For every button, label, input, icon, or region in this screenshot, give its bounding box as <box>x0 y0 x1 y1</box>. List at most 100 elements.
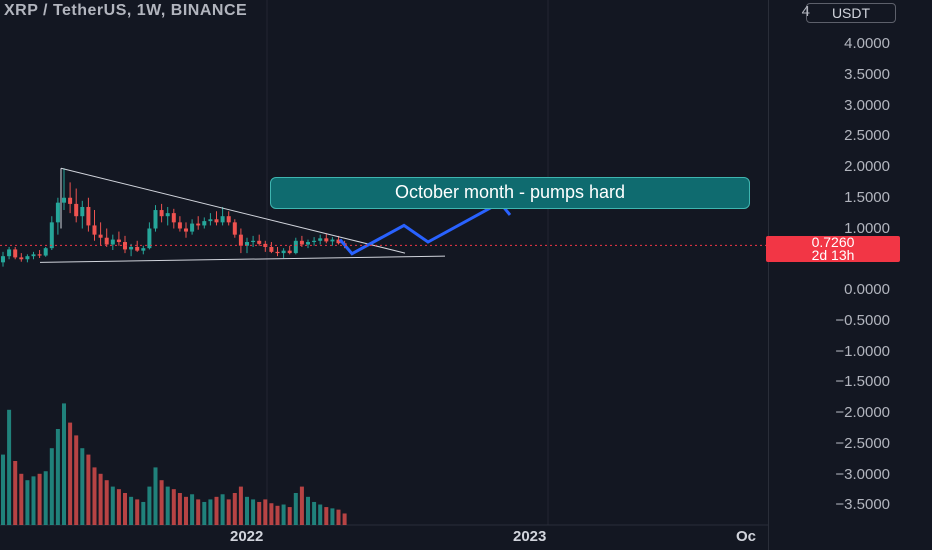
volume-bar <box>190 494 195 525</box>
price-axis-divider <box>768 0 769 550</box>
price-label: −1.5000 <box>835 373 890 391</box>
candle-body <box>116 239 121 243</box>
candle-body <box>135 246 140 251</box>
volume-bar <box>55 429 60 525</box>
candle-body <box>238 234 243 246</box>
grid-lines <box>0 0 768 526</box>
volume-bar <box>251 499 256 525</box>
candle-body <box>86 206 91 226</box>
volume-bar <box>86 454 91 525</box>
candle-body <box>13 249 18 258</box>
volume-bar <box>1 454 5 525</box>
candle-body <box>171 213 176 223</box>
candle-body <box>25 256 30 260</box>
current-price-tag: 0.7260 2d 13h <box>766 235 900 263</box>
time-label-2023: 2023 <box>513 528 547 545</box>
volume-bar <box>220 494 225 525</box>
bar-countdown: 2d 13h <box>811 247 855 263</box>
volume-bar <box>287 507 292 525</box>
volume-bar <box>342 513 347 525</box>
volume-bars <box>1 403 347 525</box>
volume-bar <box>104 480 109 525</box>
candle-body <box>110 239 115 245</box>
price-label: −0.5000 <box>835 311 890 329</box>
volume-bar <box>43 471 48 525</box>
support-trendline <box>39 255 446 263</box>
annotation-callout[interactable]: October month - pumps hard <box>270 177 750 209</box>
price-label-top: 4 <box>801 3 810 20</box>
candle-body <box>147 228 152 249</box>
candle-body <box>7 249 12 257</box>
price-label: 4.0000 <box>844 35 890 52</box>
volume-bar <box>275 505 280 525</box>
volume-bar <box>312 501 317 525</box>
candle-body <box>19 257 24 260</box>
volume-bar <box>238 486 243 525</box>
volume-bar <box>177 493 182 525</box>
projection-path <box>338 200 512 256</box>
candle-body <box>92 225 97 235</box>
currency-button[interactable]: USDT <box>806 3 896 23</box>
price-label: −2.0000 <box>835 404 890 421</box>
volume-bar <box>263 499 268 525</box>
volume-bar <box>202 501 207 525</box>
volume-bar <box>147 486 152 525</box>
candle-body <box>287 250 292 254</box>
volume-bar <box>98 473 103 525</box>
candle-body <box>214 219 219 223</box>
volume-bar <box>269 503 274 525</box>
volume-bar <box>299 486 304 525</box>
candle-body <box>190 223 195 232</box>
volume-bar <box>257 501 262 525</box>
candle-body <box>74 203 79 217</box>
candle-body <box>257 240 262 244</box>
price-label: 1.0000 <box>844 219 890 237</box>
price-label: 3.0000 <box>844 96 890 114</box>
volume-bar <box>19 473 24 525</box>
price-label: −2.5000 <box>835 434 890 452</box>
price-label: 0.0000 <box>844 281 890 298</box>
volume-bar <box>116 489 121 525</box>
candle-body <box>330 239 335 242</box>
volume-bar <box>293 493 298 525</box>
candle-body <box>196 223 201 226</box>
candle-body <box>177 222 182 229</box>
candle-body <box>281 250 286 254</box>
price-label: −3.5000 <box>835 496 890 514</box>
price-label: 1.5000 <box>844 188 890 206</box>
volume-bar <box>123 493 127 525</box>
candle-body <box>293 240 298 254</box>
volume-bar <box>165 486 170 525</box>
candle-body <box>68 197 73 204</box>
candle-body <box>202 221 207 226</box>
candle-body <box>306 242 310 245</box>
candle-body <box>49 222 54 249</box>
candle-body <box>336 239 341 244</box>
volume-bar <box>25 480 30 525</box>
candle-body <box>129 246 134 250</box>
volume-bar <box>74 435 79 525</box>
volume-bar <box>306 496 310 525</box>
candle-body <box>251 240 256 243</box>
candle-body <box>1 256 5 263</box>
candle-body <box>55 202 60 223</box>
volume-bar <box>245 496 249 525</box>
volume-bar <box>110 486 115 525</box>
volume-bar <box>13 461 18 525</box>
candle-body <box>318 238 323 241</box>
candle-body <box>43 248 48 256</box>
volume-bar <box>135 499 140 525</box>
symbol-title: XRP / TetherUS, 1W, BINANCE <box>4 2 248 19</box>
candle-body <box>232 222 237 235</box>
volume-bar <box>330 508 335 525</box>
volume-bar <box>80 448 85 525</box>
volume-bar <box>196 499 201 525</box>
volume-bar <box>281 504 286 525</box>
candle-body <box>153 210 158 229</box>
volume-bar <box>92 467 97 525</box>
resistance-trendline <box>60 167 406 254</box>
volume-bar <box>37 473 42 525</box>
candle-body <box>165 213 170 217</box>
candle-body <box>220 216 225 223</box>
